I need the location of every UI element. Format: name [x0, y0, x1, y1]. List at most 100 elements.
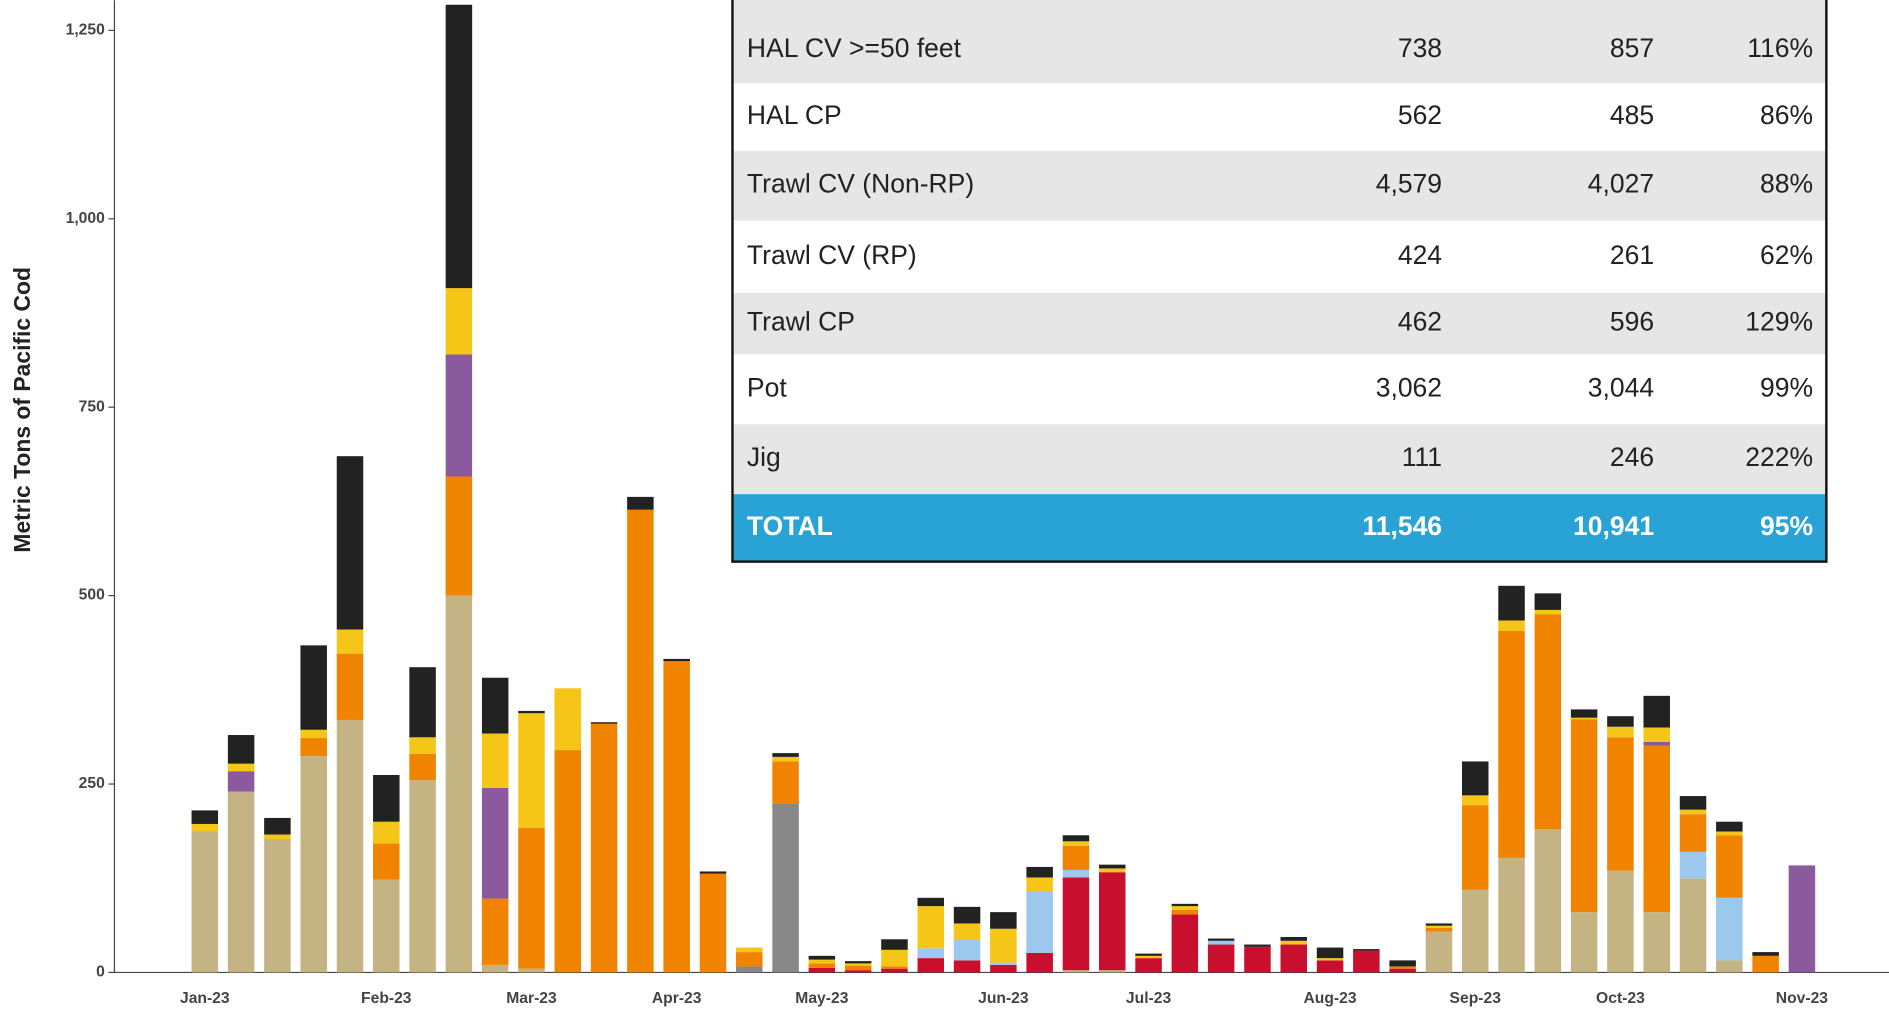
bar-segment — [445, 288, 473, 355]
table-row — [732, 17, 1827, 84]
bar-segment — [264, 839, 291, 973]
bar-segment — [1135, 953, 1162, 956]
bar-segment — [1135, 955, 1162, 959]
bar-segment — [1752, 952, 1779, 956]
bar-segment — [264, 817, 291, 835]
bar-segment — [518, 827, 545, 969]
bar-segment — [1207, 944, 1235, 973]
bar-segment — [1607, 716, 1634, 727]
bar-segment — [1643, 695, 1670, 728]
bar-segment — [1716, 960, 1743, 973]
table-cell: TOTAL — [747, 511, 833, 541]
bar-segment — [445, 476, 473, 596]
table-cell: 116% — [1747, 33, 1813, 63]
bar-segment — [445, 354, 473, 477]
bar-segment — [373, 879, 400, 973]
bar-segment — [300, 729, 327, 739]
bar-segment — [554, 750, 582, 973]
bar-segment — [1062, 877, 1090, 971]
bar-segment — [1716, 821, 1743, 832]
table-cell: 246 — [1610, 442, 1654, 472]
bar-segment — [953, 960, 981, 973]
bar-segment — [663, 658, 690, 662]
bar-segment — [808, 959, 836, 964]
bar-segment — [917, 948, 945, 959]
bar-segment — [953, 923, 981, 941]
bar-segment — [191, 823, 219, 832]
bar-segment — [1498, 857, 1525, 973]
bar-segment — [1062, 845, 1090, 870]
table-cell: 738 — [1398, 33, 1442, 63]
bar-segment — [772, 756, 799, 762]
table-cell: 562 — [1398, 100, 1442, 130]
bar-segment — [1099, 868, 1126, 873]
bar-segment — [409, 737, 436, 754]
x-tick-label: May-23 — [795, 990, 848, 1007]
bar-segment — [1534, 609, 1562, 615]
bar-segment — [1716, 835, 1743, 898]
bar-segment — [409, 753, 436, 781]
bar-segment — [191, 810, 219, 824]
bar-segment — [1570, 709, 1598, 718]
bar-segment — [1534, 614, 1562, 830]
bar-segment — [1679, 796, 1707, 810]
bar-segment — [409, 667, 436, 738]
y-tick-label: 1,250 — [66, 22, 105, 39]
bar-segment — [336, 629, 364, 654]
table-cell: 95% — [1760, 511, 1813, 541]
bar-segment — [1570, 719, 1598, 913]
bar-segment — [1171, 909, 1199, 915]
table-cell: Trawl CV (Non-RP) — [747, 169, 974, 199]
bar-segment — [1316, 958, 1344, 961]
bar-segment — [227, 771, 255, 792]
y-tick-label: 750 — [79, 398, 105, 415]
bar-segment — [772, 753, 799, 757]
x-tick-label: Nov-23 — [1776, 990, 1828, 1007]
bar-segment — [481, 898, 509, 965]
bar-segment — [1570, 912, 1598, 973]
x-tick-label: Oct-23 — [1596, 990, 1645, 1007]
bar-segment — [808, 955, 836, 960]
y-tick-label: 250 — [79, 775, 105, 792]
bar-segment — [953, 940, 981, 961]
bar-segment — [1280, 940, 1308, 945]
bar-segment — [1534, 593, 1562, 610]
bar-segment — [481, 787, 509, 899]
table-cell: 111 — [1402, 442, 1442, 472]
bar-segment — [300, 756, 327, 973]
bar-segment — [481, 677, 509, 734]
y-tick-label: 500 — [79, 587, 105, 604]
bar-segment — [227, 791, 255, 973]
bar-segment — [1280, 944, 1308, 973]
bar-segment — [300, 645, 327, 730]
bar-segment — [772, 803, 799, 973]
bar-segment — [917, 906, 945, 949]
table-row — [732, 292, 1827, 355]
bar-segment — [1643, 912, 1670, 973]
bar-segment — [590, 723, 618, 973]
bar-segment — [264, 834, 291, 840]
bar-segment — [445, 4, 473, 289]
bar-segment — [1425, 927, 1453, 932]
table-cell: 424 — [1398, 240, 1442, 270]
bar-segment — [627, 509, 654, 973]
bar-segment — [1461, 761, 1489, 796]
bar-segment — [1679, 851, 1707, 879]
bar-segment — [844, 970, 872, 973]
bar-segment — [1607, 737, 1634, 871]
bar-segment — [1461, 805, 1489, 890]
x-tick-label: Aug-23 — [1304, 990, 1357, 1007]
bar-segment — [481, 964, 509, 973]
table-cell: 222% — [1745, 442, 1813, 472]
y-tick-label: 0 — [96, 964, 105, 981]
bar-segment — [1062, 970, 1090, 973]
bar-segment — [1461, 889, 1489, 973]
table-cell: 4,027 — [1588, 169, 1654, 199]
table-cell: 4,579 — [1376, 169, 1442, 199]
bar-segment — [518, 968, 545, 973]
table-row — [732, 494, 1827, 562]
bar-segment — [1643, 727, 1670, 742]
table-cell: 3,044 — [1588, 372, 1654, 402]
